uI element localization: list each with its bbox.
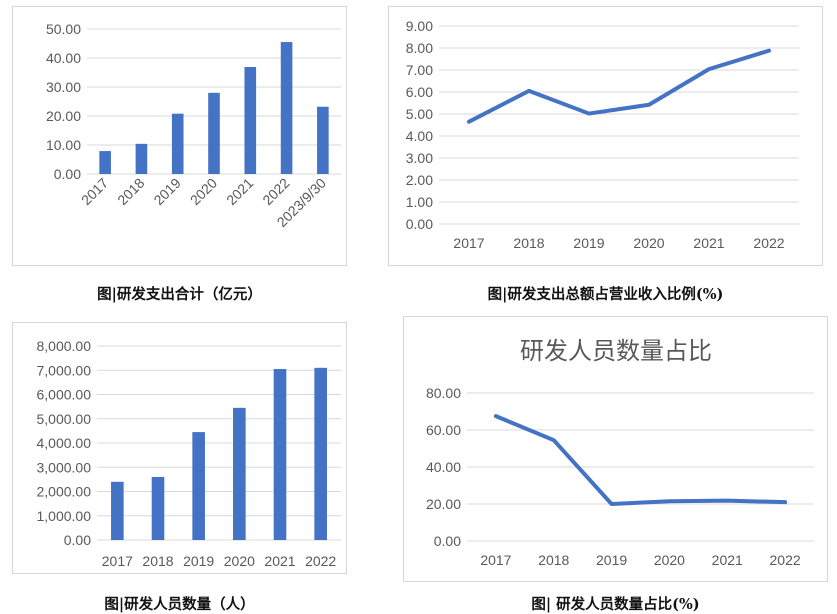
x-tick-label: 2017 (78, 175, 111, 208)
chart-panel-rd-ratio: 0.00 1.00 2.00 3.00 4.00 5.00 6.00 7.00 8.00 9.00… (388, 6, 823, 266)
y-tick-label: 80.00 (426, 385, 461, 401)
y-tick-label: 30.00 (46, 79, 81, 95)
chart-title: 研发人员数量占比 (520, 337, 712, 365)
x-tick-label: 2021 (223, 175, 256, 208)
x-tick-label: 2020 (224, 553, 255, 569)
x-tick-label: 2022 (753, 235, 784, 251)
series-line (467, 48, 771, 124)
bar (192, 432, 205, 540)
y-tick-label: 1,000.00 (37, 508, 92, 524)
x-tick-label: 2018 (513, 235, 544, 251)
y-tick-label: 6,000.00 (37, 387, 92, 403)
x-tick-label: 2020 (187, 175, 220, 208)
x-tick-label: 2019 (573, 235, 604, 251)
y-tick-label: 20.00 (426, 496, 461, 512)
y-tick-label: 8,000.00 (37, 338, 92, 354)
x-tick-label: 2017 (480, 552, 511, 568)
y-tick-label: 0.00 (406, 216, 433, 232)
y-tick-label: 2,000.00 (37, 484, 92, 500)
y-tick-label: 5,000.00 (37, 411, 92, 427)
bar (280, 42, 293, 174)
y-tick-label: 8.00 (406, 40, 433, 56)
y-tick-label: 40.00 (46, 50, 81, 66)
x-tick-label: 2021 (712, 552, 743, 568)
series-line (493, 414, 788, 506)
y-tick-label: 1.00 (406, 194, 433, 210)
x-tick-label: 2020 (633, 235, 664, 251)
x-tick-label: 2019 (183, 553, 214, 569)
y-tick-label: 10.00 (46, 137, 81, 153)
y-tick-label: 0.00 (64, 532, 91, 548)
bar (111, 481, 124, 540)
x-tick-label: 2017 (453, 235, 484, 251)
x-tick-label: 2022 (305, 553, 336, 569)
bar (208, 92, 220, 174)
y-tick-label: 0.00 (434, 533, 461, 549)
bar (99, 151, 111, 174)
x-tick-label: 2018 (538, 552, 569, 568)
y-tick-label: 3.00 (406, 150, 433, 166)
caption-rd-staff-ratio: 图| 研发人员数量占比(%) (531, 596, 700, 613)
x-tick-label: 2017 (102, 553, 133, 569)
bar (233, 407, 246, 540)
x-tick-label: 2022 (259, 175, 292, 208)
x-tick-label: 2019 (150, 175, 183, 208)
chart-rd-expense: 0.00 10.00 20.00 30.00 40.00 50.00 2017 2018 201… (46, 21, 341, 230)
y-tick-label: 60.00 (426, 422, 461, 438)
chart-panel-rd-staff-ratio: 研发人员数量占比 0.00 20.00 40.00 60.00 80.00 2017 2018… (403, 316, 828, 582)
x-tick-label: 2021 (264, 553, 295, 569)
x-tick-label: 2019 (596, 552, 627, 568)
caption-rd-expense: 图|研发支出合计（亿元） (97, 286, 262, 303)
bar (244, 66, 257, 174)
y-tick-label: 3,000.00 (37, 459, 92, 475)
caption-rd-ratio: 图|研发支出总额占营业收入比例(%) (487, 286, 724, 303)
bar (273, 369, 287, 540)
bar (151, 476, 165, 540)
y-tick-label: 20.00 (46, 108, 81, 124)
x-tick-label: 2020 (654, 552, 685, 568)
chart-rd-staff: 0.00 1,000.00 2,000.00 3,000.00 4,000.00 5,00… (37, 338, 341, 569)
chart-panel-rd-staff: 0.00 1,000.00 2,000.00 3,000.00 4,000.00 5,00… (12, 322, 347, 574)
caption-rd-staff: 图|研发人员数量（人） (104, 596, 255, 613)
x-tick-label: 2018 (114, 175, 147, 208)
chart-rd-ratio: 0.00 1.00 2.00 3.00 4.00 5.00 6.00 7.00 8.00 9.00… (406, 18, 799, 251)
chart-rd-staff-ratio: 研发人员数量占比 0.00 20.00 40.00 60.00 80.00 2017 2018… (426, 337, 814, 568)
x-tick-label: 2022 (770, 552, 801, 568)
y-tick-label: 2.00 (406, 172, 433, 188)
y-tick-label: 9.00 (406, 18, 433, 34)
bar (314, 367, 327, 540)
bar (135, 143, 148, 174)
y-tick-label: 4.00 (406, 128, 433, 144)
y-tick-label: 7,000.00 (37, 362, 92, 378)
y-tick-label: 7.00 (406, 62, 433, 78)
y-tick-label: 50.00 (46, 21, 81, 37)
bar (171, 113, 184, 174)
y-tick-label: 4,000.00 (37, 435, 92, 451)
x-tick-label: 2021 (693, 235, 724, 251)
y-tick-label: 5.00 (406, 106, 433, 122)
x-tick-label: 2018 (142, 553, 173, 569)
y-tick-label: 40.00 (426, 459, 461, 475)
y-tick-label: 6.00 (406, 84, 433, 100)
bar (317, 106, 329, 174)
y-tick-label: 0.00 (54, 166, 81, 182)
chart-panel-rd-expense: 0.00 10.00 20.00 30.00 40.00 50.00 2017 2018 201… (12, 6, 347, 266)
